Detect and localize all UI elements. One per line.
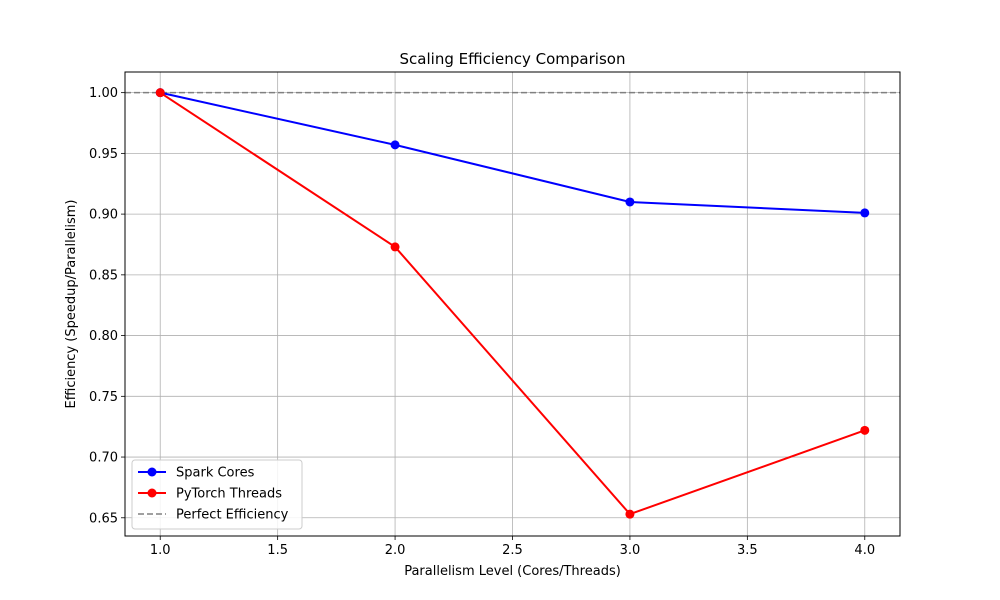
y-tick-label: 0.80 <box>89 329 118 344</box>
y-tick-label: 0.70 <box>89 451 118 466</box>
x-tick-label: 1.0 <box>150 543 171 558</box>
x-tick-label: 2.5 <box>502 543 523 558</box>
pytorch-threads-point <box>390 242 400 252</box>
y-tick-label: 0.85 <box>89 268 118 283</box>
y-tick-label: 0.65 <box>89 511 118 526</box>
ticks: 1.0 1.5 2.0 2.5 3.0 3.5 4.0 0.65 0.70 0.75 0.80 0.8… <box>89 86 875 558</box>
x-tick-label: 3.5 <box>737 543 758 558</box>
legend-label-spark-cores: Spark Cores <box>176 466 255 481</box>
legend-marker-spark-cores <box>147 467 157 477</box>
legend: Spark Cores PyTorch Threads Perfect Effici… <box>131 459 303 530</box>
legend-box <box>131 459 303 530</box>
x-tick-label: 1.5 <box>267 543 288 558</box>
pytorch-threads-point <box>155 88 165 98</box>
y-tick-label: 0.75 <box>89 390 118 405</box>
pytorch-threads-line <box>159 91 866 516</box>
spark-cores-point <box>390 140 400 150</box>
pytorch-threads-point <box>860 425 870 435</box>
series-layer <box>125 88 900 519</box>
legend-label-perfect-efficiency: Perfect Efficiency <box>176 508 289 523</box>
spark-cores-point <box>860 208 870 218</box>
x-tick-label: 4.0 <box>854 543 875 558</box>
x-tick-label: 2.0 <box>385 543 406 558</box>
chart-title: Scaling Efficiency Comparison <box>400 50 626 68</box>
y-tick-label: 0.95 <box>89 147 118 162</box>
pytorch-threads-point <box>625 509 635 519</box>
x-axis-label: Parallelism Level (Cores/Threads) <box>404 564 621 579</box>
spark-cores-line <box>160 91 865 214</box>
y-tick-label: 0.90 <box>89 208 118 223</box>
legend-label-pytorch-threads: PyTorch Threads <box>176 487 282 502</box>
x-tick-label: 3.0 <box>620 543 641 558</box>
spark-cores-point <box>625 197 635 207</box>
y-axis-label: Efficiency (Speedup/Parallelism) <box>64 200 79 409</box>
y-tick-label: 1.00 <box>89 86 118 101</box>
legend-marker-pytorch-threads <box>147 488 157 498</box>
